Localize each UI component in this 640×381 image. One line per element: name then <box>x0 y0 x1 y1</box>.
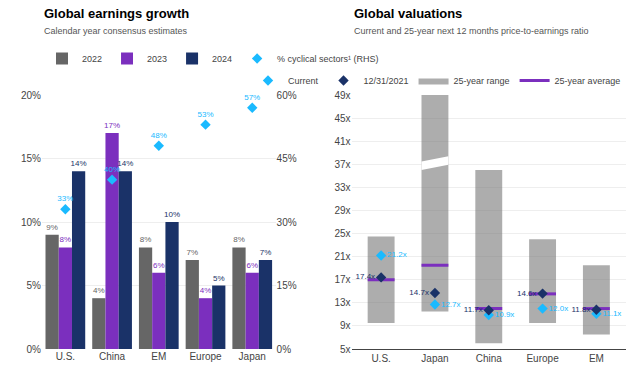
svg-text:17.4x: 17.4x <box>356 272 376 281</box>
svg-text:14.7x: 14.7x <box>409 288 429 297</box>
svg-text:29x: 29x <box>334 205 350 216</box>
svg-text:12.0x: 12.0x <box>549 304 569 313</box>
svg-text:30%: 30% <box>277 217 297 228</box>
svg-text:13x: 13x <box>334 297 350 308</box>
svg-text:4%: 4% <box>93 286 105 295</box>
svg-text:57%: 57% <box>244 93 260 102</box>
svg-text:20%: 20% <box>21 90 41 101</box>
svg-text:8%: 8% <box>233 235 245 244</box>
svg-text:15%: 15% <box>277 280 297 291</box>
svg-text:10.9x: 10.9x <box>495 310 515 319</box>
svg-text:25-year average: 25-year average <box>555 76 621 86</box>
svg-text:Global valuations: Global valuations <box>354 6 462 21</box>
svg-text:17%: 17% <box>104 121 120 130</box>
svg-text:11.7x: 11.7x <box>464 305 483 314</box>
svg-text:12.7x: 12.7x <box>441 300 461 309</box>
svg-text:Current and 25-year next 12 mo: Current and 25-year next 12 months price… <box>354 26 589 36</box>
svg-text:Calendar year consensus estima: Calendar year consensus estimates <box>44 26 188 36</box>
svg-text:5%: 5% <box>213 274 225 283</box>
svg-text:17x: 17x <box>334 274 350 285</box>
svg-text:8%: 8% <box>140 235 152 244</box>
svg-text:2023: 2023 <box>147 54 167 64</box>
svg-text:60%: 60% <box>277 90 297 101</box>
svg-text:U.S.: U.S. <box>56 351 75 362</box>
svg-text:53%: 53% <box>198 110 214 119</box>
svg-text:45x: 45x <box>334 113 350 124</box>
svg-text:14.6x: 14.6x <box>517 289 537 298</box>
svg-text:0%: 0% <box>27 344 42 355</box>
svg-text:9x: 9x <box>340 320 351 331</box>
svg-text:7%: 7% <box>186 248 198 257</box>
svg-text:EM: EM <box>151 351 166 362</box>
svg-text:33x: 33x <box>334 182 350 193</box>
svg-text:45%: 45% <box>277 153 297 164</box>
svg-text:14%: 14% <box>117 159 133 168</box>
svg-text:11.1x: 11.1x <box>602 309 621 318</box>
svg-text:8%: 8% <box>60 235 72 244</box>
svg-text:EM: EM <box>589 353 604 364</box>
svg-text:7%: 7% <box>260 248 272 257</box>
svg-text:5%: 5% <box>27 280 42 291</box>
svg-text:41x: 41x <box>334 136 350 147</box>
svg-text:25-year range: 25-year range <box>454 76 510 86</box>
svg-text:37x: 37x <box>334 159 350 170</box>
svg-text:21x: 21x <box>334 251 350 262</box>
svg-text:Europe: Europe <box>526 353 559 364</box>
svg-text:6%: 6% <box>153 261 165 270</box>
svg-text:China: China <box>476 353 503 364</box>
svg-text:33%: 33% <box>57 194 73 203</box>
svg-text:Global earnings growth: Global earnings growth <box>44 6 189 21</box>
svg-text:0%: 0% <box>277 344 292 355</box>
svg-text:21.2x: 21.2x <box>387 250 407 259</box>
svg-text:Current: Current <box>288 76 319 86</box>
svg-text:Japan: Japan <box>421 353 448 364</box>
svg-text:2024: 2024 <box>212 54 232 64</box>
svg-text:12/31/2021: 12/31/2021 <box>364 76 409 86</box>
svg-text:6%: 6% <box>246 261 258 270</box>
svg-text:5x: 5x <box>340 344 351 355</box>
svg-text:Europe: Europe <box>189 351 222 362</box>
svg-text:48%: 48% <box>151 131 167 140</box>
svg-text:15%: 15% <box>21 153 41 164</box>
svg-text:10%: 10% <box>164 210 180 219</box>
svg-text:U.S.: U.S. <box>371 353 390 364</box>
svg-text:25x: 25x <box>334 228 350 239</box>
svg-text:11.8x: 11.8x <box>571 305 590 314</box>
svg-text:49x: 49x <box>334 90 350 101</box>
svg-text:9%: 9% <box>46 223 58 232</box>
svg-text:40%: 40% <box>104 165 120 174</box>
svg-text:2022: 2022 <box>82 54 102 64</box>
svg-text:Japan: Japan <box>239 351 266 362</box>
svg-text:14%: 14% <box>71 159 87 168</box>
svg-text:% cyclical sectors¹ (RHS): % cyclical sectors¹ (RHS) <box>277 54 379 64</box>
svg-text:4%: 4% <box>200 286 212 295</box>
svg-text:China: China <box>99 351 126 362</box>
svg-text:10%: 10% <box>21 217 41 228</box>
